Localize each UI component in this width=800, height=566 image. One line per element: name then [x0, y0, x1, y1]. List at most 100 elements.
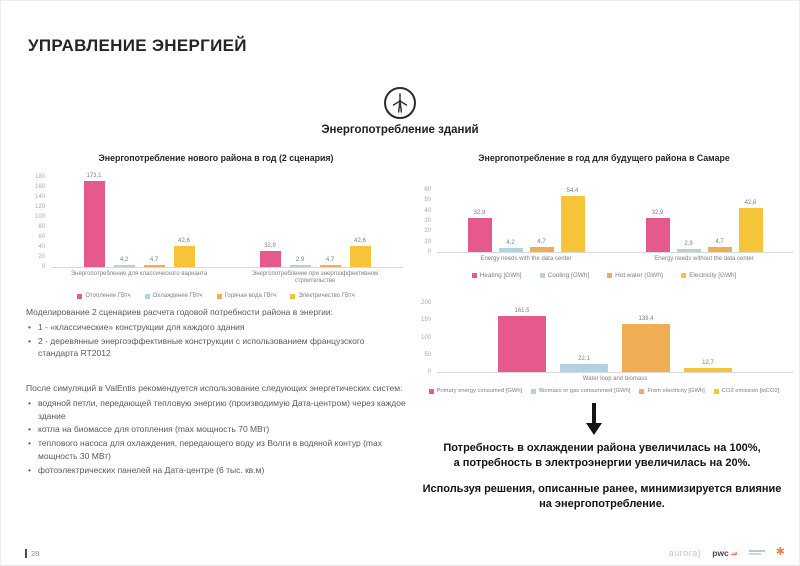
page-number: 28 [25, 549, 39, 558]
page-title: УПРАВЛЕНИЕ ЭНЕРГИЕЙ [28, 36, 247, 55]
legend-swatch [539, 273, 545, 279]
y-tick-label: 60 [38, 234, 45, 240]
bar: 22,1 [560, 356, 608, 372]
legend-item: Primary energy consumed [GWh] [428, 388, 522, 394]
y-tick-label: 50 [424, 197, 431, 204]
bar-group: 32,9 2,9 4,7 42,6 [227, 177, 403, 267]
bar-value-label: 2,9 [684, 241, 693, 247]
chart-title: Энергопотребление в год для будущего рай… [478, 153, 730, 163]
bar: 4,2 [498, 240, 523, 252]
x-axis-labels: Энергопотребление для классического вари… [51, 271, 403, 285]
legend-swatch [639, 388, 645, 394]
bar-value-label: 32,9 [651, 210, 664, 216]
bar-value-label: 4,2 [119, 256, 129, 263]
y-tick-label: 20 [424, 228, 431, 235]
y-tick-label: 120 [34, 204, 45, 210]
bar: 161,5 [498, 308, 546, 372]
y-tick-label: 10 [424, 238, 431, 245]
y-tick-label: 180 [34, 174, 45, 180]
legend-swatch [290, 293, 296, 299]
y-axis: 0 20 40 60 80 100 120 140 160 180 [29, 174, 51, 270]
legend-item: CO2 emission [ktCO2] [713, 388, 779, 394]
category-label: Энергопотребление для классического вари… [70, 271, 208, 277]
recommendations-intro: После симуляций в ValEntis рекомендуется… [26, 383, 403, 393]
legend-item: Heating [GWh] [471, 272, 522, 279]
pwc-logo: pwc [712, 548, 738, 558]
bar: 54,4 [560, 188, 585, 252]
legend-item: Electricity [GWh] [681, 272, 736, 279]
recommendations-bullets: водяной петли, передающей тепловую энерг… [26, 397, 406, 477]
bar: 173,1 [83, 173, 105, 267]
bar: 4,7 [707, 239, 732, 252]
y-axis: 0 10 20 30 40 50 60 [415, 187, 437, 255]
section-subtitle: Энергопотребление зданий [321, 124, 479, 136]
legend-swatch [428, 388, 434, 394]
conclusion-block: Потребность в охлаждении района увеличил… [411, 441, 793, 522]
bar: 32,9 [259, 243, 281, 267]
legend-swatch [531, 388, 537, 394]
y-tick-label: 40 [38, 244, 45, 250]
legend-item: From electricity [GWh] [639, 388, 705, 394]
partner-logo [748, 550, 765, 555]
bar-value-label: 2,9 [295, 257, 305, 263]
category-label: Energy needs without the data center [654, 256, 754, 262]
bar-value-label: 32,9 [264, 242, 276, 249]
bar: 2,9 [289, 257, 311, 267]
y-tick-label: 200 [420, 300, 431, 306]
bar-group: 32,9 2,9 4,7 42,6 [615, 190, 793, 252]
y-tick-label: 50 [424, 351, 431, 358]
legend-item: Горячая вода ГВтч [216, 293, 276, 299]
category-label: Energy needs with the data center [480, 256, 572, 262]
legend-item: Biomass or gas consummed [GWh] [531, 388, 630, 394]
category-label: Water loop and biomass [582, 376, 648, 382]
y-tick-label: 0 [427, 249, 431, 255]
plot-area: 173,1 4,2 4,7 42,6 32,9 2,9 4,7 42,6 [51, 173, 403, 268]
category-label: Энергопотребление при энергоэффективном … [251, 271, 379, 285]
bar-value-label: 42,6 [354, 237, 366, 244]
legend-swatch [216, 293, 222, 299]
conclusion-solutions: Используя решения, описанные ранее, мини… [422, 482, 782, 510]
y-tick-label: 40 [424, 207, 431, 214]
conclusion-demand: Потребность в охлаждении района увеличил… [443, 442, 761, 469]
x-axis-labels: Energy needs with the data center Energy … [437, 256, 793, 263]
y-tick-label: 60 [424, 187, 431, 193]
bar: 32,9 [645, 210, 670, 252]
legend-swatch [471, 273, 477, 279]
bar-value-label: 4,2 [506, 239, 515, 246]
chart-new-district-energy: Энергопотребление нового района в год (2… [29, 153, 403, 299]
legend-swatch [713, 388, 719, 394]
bar-value-label: 32,9 [473, 210, 486, 216]
section-header: Энергопотребление зданий [1, 87, 799, 136]
bar-value-label: 4,7 [537, 239, 546, 246]
y-tick-label: 100 [34, 214, 45, 220]
y-tick-label: 30 [424, 218, 431, 224]
bar: 4,2 [113, 257, 135, 267]
legend-swatch [607, 273, 613, 279]
bar-value-label: 4,7 [325, 256, 335, 263]
bar-value-label: 12,7 [702, 359, 714, 366]
x-axis-labels: Water loop and biomass [437, 376, 793, 383]
bullet-item: фотоэлектрических панелей на Дата-центре… [26, 464, 406, 477]
bar: 4,7 [529, 239, 554, 252]
legend-swatch [77, 293, 83, 299]
wind-turbine-icon [384, 87, 416, 119]
chart-samara-future-district: Энергопотребление в год для будущего рай… [415, 153, 793, 279]
bar: 32,9 [467, 210, 492, 252]
aurora-logo: aurora) [668, 547, 702, 558]
plot-area: 32,9 4,2 4,7 54,4 32,9 2,9 4,7 42,6 [437, 188, 793, 253]
bar-value-label: 161,5 [514, 308, 530, 315]
bar-value-label: 173,1 [86, 172, 102, 179]
recommendations-block: После симуляций в ValEntis рекомендуется… [26, 382, 406, 477]
plot-area: 161,5 22,1 139,4 12,7 [437, 303, 793, 373]
legend-item: Электричество ГВтч [290, 293, 355, 299]
legend-swatch [681, 273, 687, 279]
y-tick-label: 0 [427, 369, 431, 375]
y-axis: 0 50 100 150 200 [415, 300, 437, 375]
bar: 42,6 [173, 238, 195, 267]
modeling-intro: Моделирование 2 сценариев расчета годово… [26, 307, 334, 317]
bar-group: 161,5 22,1 139,4 12,7 [437, 303, 793, 372]
y-tick-label: 140 [34, 194, 45, 200]
legend-swatch [144, 293, 150, 299]
bar-group: 173,1 4,2 4,7 42,6 [51, 173, 227, 267]
